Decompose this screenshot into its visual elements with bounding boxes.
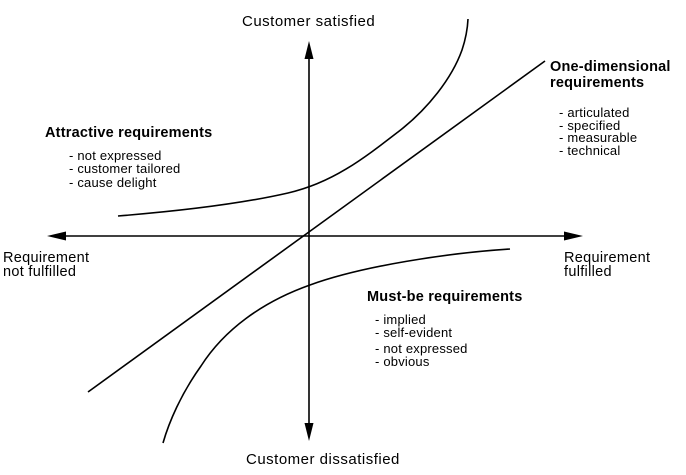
list-item: - specified: [559, 117, 621, 133]
label-requirement-fulfilled: Requirement fulfilled: [564, 250, 651, 280]
label-requirement-not-fulfilled: Requirement not fulfilled: [3, 250, 90, 280]
arrow-down-icon: [304, 423, 314, 441]
one-dimensional-requirements-title: One-dimensional requirements: [550, 59, 671, 91]
list-item: - not expressed: [375, 340, 468, 356]
list-item: - technical: [559, 142, 621, 158]
one-dimensional-line: [87, 60, 546, 393]
list-item: - obvious: [375, 353, 430, 369]
must-be-requirements-block: Must-be requirements - implied - self-ev…: [367, 289, 523, 368]
list-item: - cause delight: [69, 174, 157, 190]
attractive-requirements-block: Attractive requirements - not expressed …: [45, 125, 213, 190]
list-item: - articulated: [559, 105, 630, 120]
arrow-up-icon: [304, 41, 314, 59]
list-item: - self-evident: [375, 324, 453, 340]
list-item: - not expressed: [69, 147, 162, 163]
one-dimensional-requirements-list: - articulated - specified - measurable -…: [559, 105, 678, 158]
attractive-curve: [117, 18, 469, 217]
arrow-right-icon: [564, 231, 583, 241]
arrow-left-icon: [47, 231, 66, 241]
attractive-requirements-list: - not expressed - customer tailored - ca…: [69, 147, 212, 190]
list-item: - measurable: [559, 130, 638, 145]
list-item: - implied: [375, 311, 426, 327]
label-customer-satisfied: Customer satisfied: [242, 13, 376, 30]
list-item: - customer tailored: [69, 161, 181, 176]
label-customer-dissatisfied: Customer dissatisfied: [246, 451, 400, 468]
must-be-requirements-title: Must-be requirements: [367, 289, 523, 305]
must-be-curve: [162, 248, 511, 444]
one-dimensional-requirements-block: One-dimensional requirements - articulat…: [550, 59, 678, 158]
attractive-requirements-title: Attractive requirements: [45, 125, 213, 141]
must-be-requirements-list: - implied - self-evident - not expressed…: [375, 313, 522, 368]
